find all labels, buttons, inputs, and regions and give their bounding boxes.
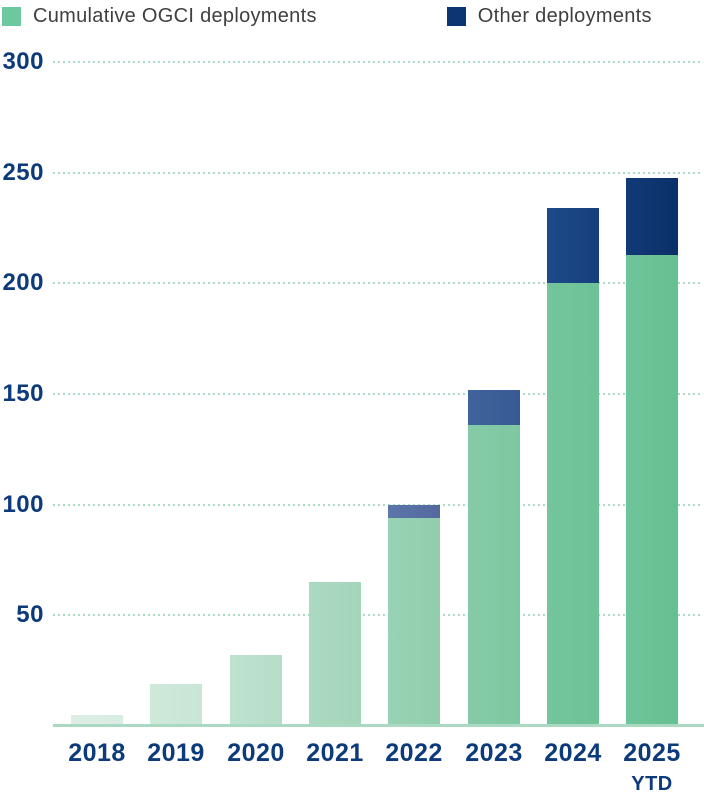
y-axis-label-300: 300 [2,48,44,75]
x-axis-label-2024: 2024 [544,739,602,767]
x-axis-label-2021: 2021 [306,739,364,767]
x-axis-label-2022: 2022 [385,739,443,767]
x-axis-sublabel-2025: YTD [631,773,673,795]
y-axis-label-150: 150 [2,380,44,407]
bar-2025-other-segment [626,178,678,255]
bar-2020-ogci-segment [230,655,282,726]
y-gridline-50 [53,614,702,616]
bar-2023-ogci-segment [468,425,520,726]
y-gridline-250 [53,172,702,174]
x-axis-label-2023: 2023 [465,739,523,767]
legend-label-other: Other deployments [477,5,652,27]
legend-swatch-navy [446,6,466,26]
legend-item-cumulative-ogci: Cumulative OGCI deployments [2,4,317,28]
bar-2022-other-segment [388,505,440,518]
bar-2021-ogci-segment [309,582,361,726]
y-axis-label-250: 250 [2,159,44,186]
x-axis-label-2020: 2020 [227,739,285,767]
x-axis-baseline [53,724,704,727]
y-axis-label-100: 100 [2,491,44,518]
x-axis-label-2018: 2018 [68,739,126,767]
y-gridline-300 [53,61,702,63]
bar-2024-ogci-segment [547,283,599,726]
y-axis-label-50: 50 [16,601,44,628]
y-axis-label-200: 200 [2,269,44,296]
bar-2018-ogci-segment [71,715,123,726]
x-axis-label-2019: 2019 [147,739,205,767]
chart-legend: Cumulative OGCI deployments Other deploy… [2,4,652,28]
legend-swatch-green [2,6,21,26]
bar-2022-ogci-segment [388,518,440,726]
bar-2023-other-segment [468,390,520,425]
bar-2019-ogci-segment [150,684,202,726]
y-gridline-200 [53,282,702,284]
bar-2025-ogci-segment [626,255,678,726]
legend-item-other: Other deployments [446,4,652,28]
bar-2024-other-segment [547,208,599,283]
y-gridline-150 [53,393,702,395]
legend-label-cumulative-ogci: Cumulative OGCI deployments [33,5,317,27]
x-axis-label-2025: 2025 [623,739,681,767]
y-gridline-100 [53,504,702,506]
